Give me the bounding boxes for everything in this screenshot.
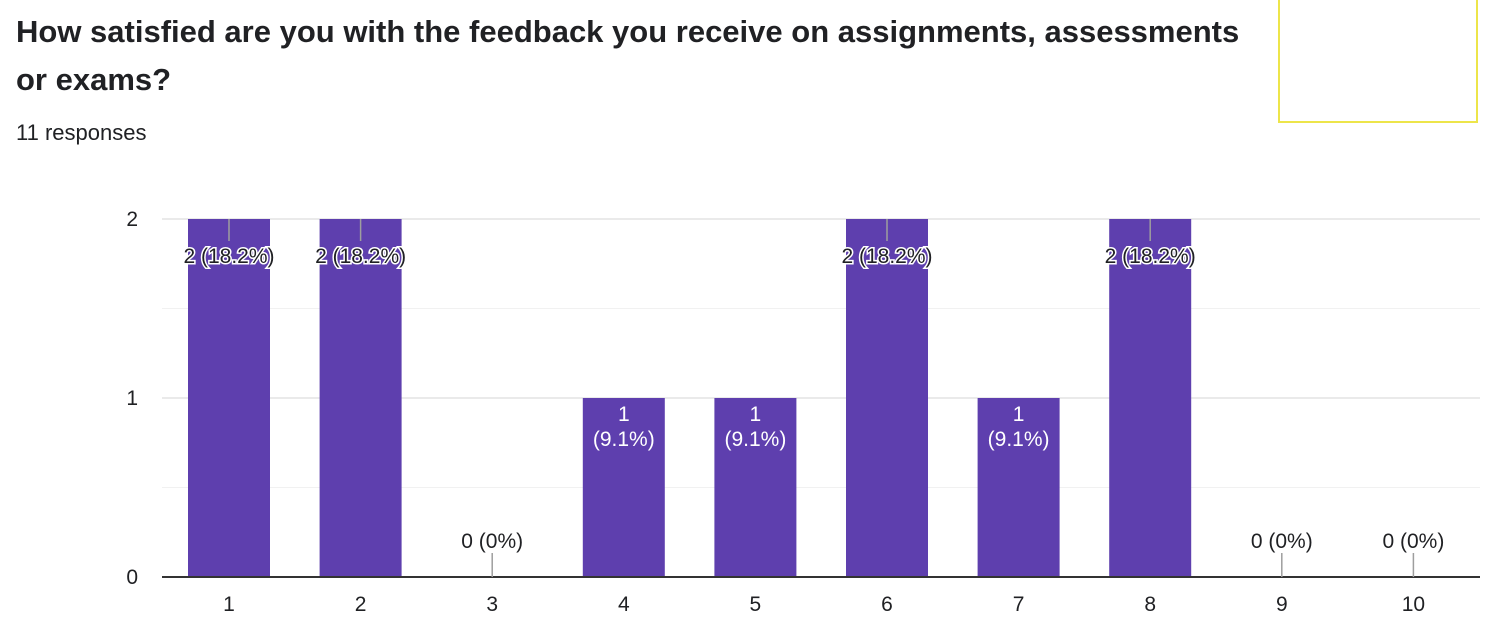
data-label: 0 (0%) (1382, 530, 1444, 553)
bar-6 (846, 219, 928, 577)
x-tick-label: 1 (223, 593, 235, 616)
question-title: How satisfied are you with the feedback … (16, 14, 1240, 97)
x-tick-label: 6 (881, 593, 893, 616)
data-label: 2 (18.2%) (183, 245, 274, 268)
data-label: 0 (0%) (1251, 530, 1313, 553)
y-tick-label: 1 (126, 387, 138, 410)
data-label: 2 (18.2%) (841, 245, 932, 268)
data-label: 1 (9.1%) (988, 403, 1050, 451)
bar-4 (582, 398, 665, 577)
bar-2 (319, 219, 402, 577)
y-tick-label: 2 (126, 208, 138, 231)
response-count: 11 responses (16, 120, 147, 145)
bar-7 (977, 398, 1060, 577)
bar-1 (188, 219, 270, 577)
data-label: 1 (9.1%) (593, 403, 655, 451)
bar-5 (714, 398, 797, 577)
bar-8 (1109, 219, 1192, 577)
x-axis-ticks: 1 2 3 4 5 6 7 8 9 10 (223, 593, 1425, 616)
data-labels: 2 (18.2%) 2 (18.2%) 0 (0%) 1 (9.1%) 1 (9.1%) 2 … (182, 219, 1444, 577)
bars (162, 219, 1480, 578)
data-label: 0 (0%) (461, 530, 523, 553)
y-axis-ticks: 0 1 2 (126, 208, 138, 589)
x-tick-label: 2 (355, 593, 367, 616)
data-label: 2 (18.2%) (1105, 245, 1196, 268)
x-tick-label: 5 (750, 593, 762, 616)
x-tick-label: 8 (1144, 593, 1156, 616)
x-tick-label: 10 (1402, 593, 1425, 616)
x-tick-label: 4 (618, 593, 630, 616)
x-tick-label: 9 (1276, 593, 1288, 616)
x-tick-label: 3 (486, 593, 498, 616)
highlight-frame (1278, 0, 1478, 123)
x-tick-label: 7 (1013, 593, 1025, 616)
data-label: 2 (18.2%) (315, 245, 406, 268)
data-label: 1 (9.1%) (724, 403, 786, 451)
y-tick-label: 0 (126, 566, 138, 589)
